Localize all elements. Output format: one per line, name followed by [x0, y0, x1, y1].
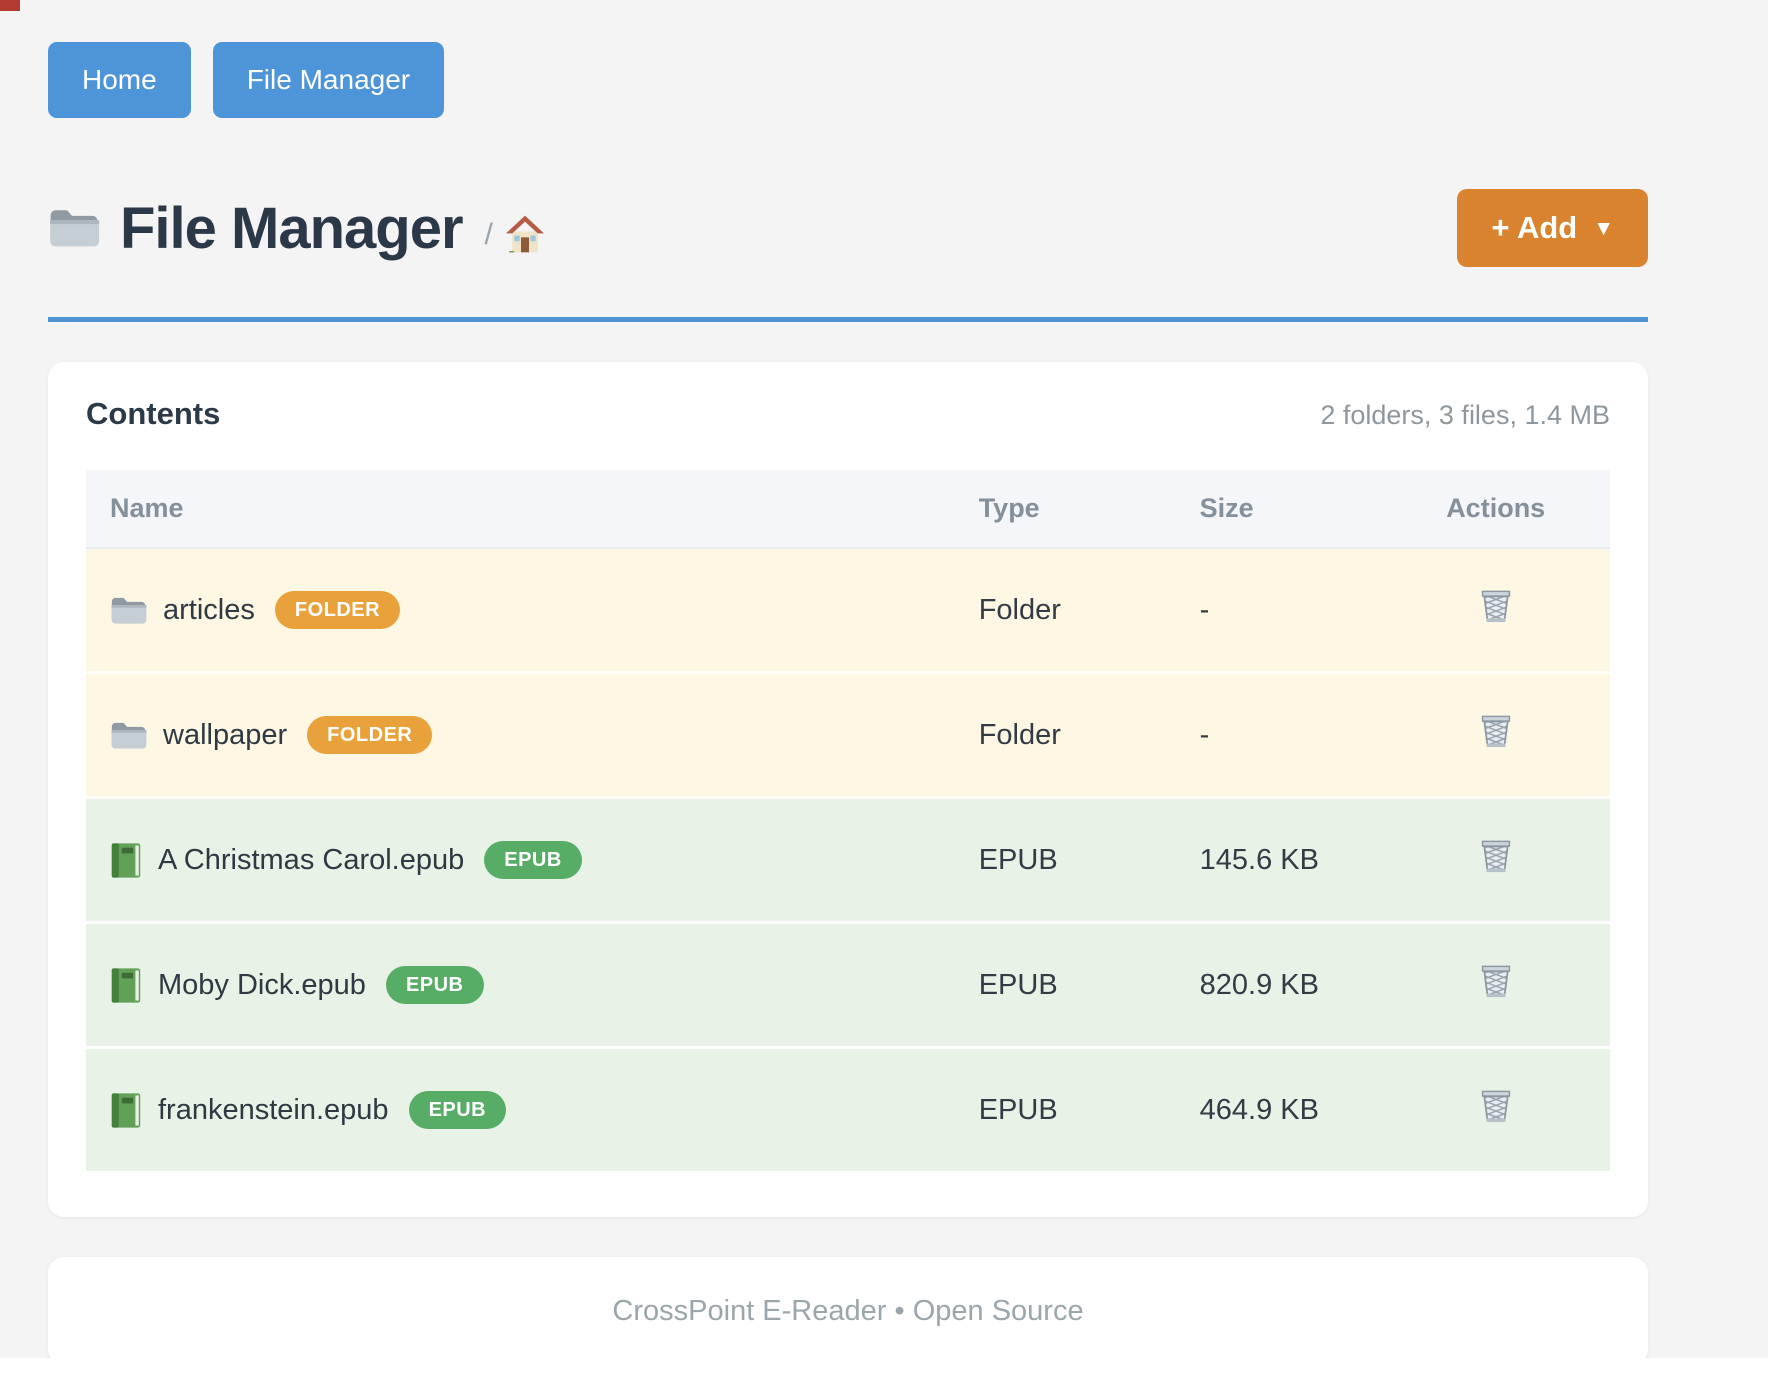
column-header-size: Size — [1175, 470, 1382, 549]
type-badge: EPUB — [385, 966, 484, 1004]
breadcrumb-home-link[interactable] — [505, 214, 545, 254]
file-name-link[interactable]: A Christmas Carol.epub — [158, 843, 465, 876]
column-header-name: Name — [86, 470, 955, 549]
add-button-label: + Add — [1491, 210, 1578, 245]
table-row[interactable]: A Christmas Carol.epub EPUB EPUB 145.6 K… — [86, 797, 1610, 924]
book-icon — [110, 842, 142, 879]
delete-button[interactable] — [1477, 1085, 1515, 1127]
file-name-link[interactable]: frankenstein.epub — [158, 1093, 389, 1126]
file-name-link[interactable]: wallpaper — [163, 718, 288, 751]
page-title: File Manager — [120, 195, 464, 261]
file-name-link[interactable]: articles — [163, 593, 255, 626]
table-row[interactable]: Moby Dick.epub EPUB EPUB 820.9 KB — [86, 922, 1610, 1049]
contents-heading: Contents — [86, 396, 221, 431]
file-type: EPUB — [954, 797, 1176, 924]
trash-icon — [1477, 1085, 1515, 1127]
type-badge: FOLDER — [274, 591, 401, 629]
table-header-row: Name Type Size Actions — [86, 470, 1610, 549]
contents-card: Contents 2 folders, 3 files, 1.4 MB Name… — [48, 362, 1648, 1217]
folder-icon — [110, 720, 147, 751]
table-row[interactable]: wallpaper FOLDER Folder - — [86, 672, 1610, 799]
column-header-actions: Actions — [1381, 470, 1610, 549]
nav-file-manager-button[interactable]: File Manager — [212, 42, 445, 118]
trash-icon — [1477, 585, 1515, 627]
type-badge: EPUB — [484, 841, 582, 879]
trash-icon — [1477, 835, 1515, 877]
delete-button[interactable] — [1477, 585, 1515, 627]
file-name-link[interactable]: Moby Dick.epub — [158, 968, 366, 1001]
type-badge: FOLDER — [307, 716, 433, 754]
folder-icon — [48, 205, 100, 251]
delete-button[interactable] — [1477, 835, 1515, 877]
column-header-type: Type — [954, 470, 1176, 549]
file-type: Folder — [954, 672, 1176, 799]
file-size: - — [1175, 548, 1382, 674]
delete-button[interactable] — [1477, 710, 1515, 752]
nav-home-button[interactable]: Home — [48, 42, 191, 118]
type-badge: EPUB — [408, 1091, 507, 1129]
breadcrumb-separator: / — [484, 218, 493, 251]
bottom-page-edge — [0, 1358, 1768, 1380]
files-table: Name Type Size Actions articles FOLDER — [86, 470, 1610, 1171]
file-size: 820.9 KB — [1175, 922, 1382, 1049]
book-icon — [110, 1092, 142, 1129]
trash-icon — [1477, 710, 1515, 752]
screen-corner-artifact — [0, 0, 20, 11]
page-header: File Manager / + Add ▼ — [48, 189, 1648, 267]
footer-text: CrossPoint E-Reader • Open Source — [612, 1294, 1084, 1327]
folder-icon — [110, 595, 147, 626]
accent-divider — [48, 317, 1648, 322]
file-type: Folder — [954, 548, 1176, 674]
table-row[interactable]: frankenstein.epub EPUB EPUB 464.9 KB — [86, 1047, 1610, 1171]
file-size: - — [1175, 672, 1382, 799]
file-size: 145.6 KB — [1175, 797, 1382, 924]
top-navigation: Home File Manager — [48, 0, 1648, 118]
trash-icon — [1477, 960, 1515, 1002]
home-icon — [505, 214, 545, 254]
contents-summary: 2 folders, 3 files, 1.4 MB — [1320, 400, 1610, 430]
file-type: EPUB — [954, 1047, 1176, 1171]
file-type: EPUB — [954, 922, 1176, 1049]
caret-down-icon: ▼ — [1593, 216, 1614, 240]
footer-card: CrossPoint E-Reader • Open Source — [48, 1257, 1648, 1365]
table-row[interactable]: articles FOLDER Folder - — [86, 548, 1610, 674]
add-button[interactable]: + Add ▼ — [1457, 189, 1648, 267]
file-size: 464.9 KB — [1175, 1047, 1382, 1171]
book-icon — [110, 967, 142, 1004]
delete-button[interactable] — [1477, 960, 1515, 1002]
